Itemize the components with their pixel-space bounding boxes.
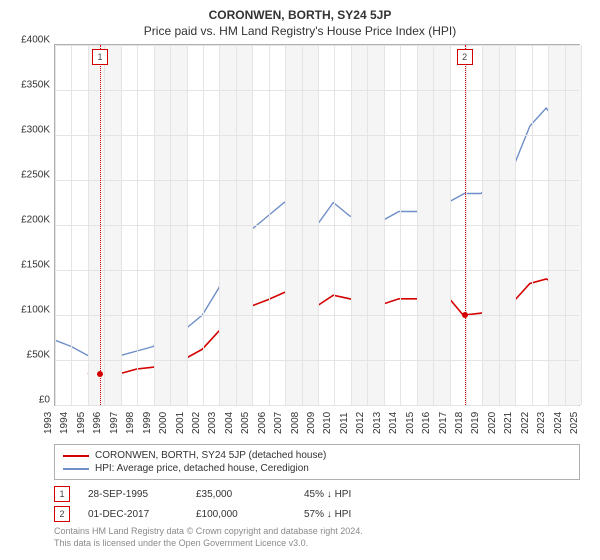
chart-title: CORONWEN, BORTH, SY24 5JP: [14, 8, 586, 22]
trade-date: 28-SEP-1995: [88, 489, 178, 500]
chart-plot-area: 12: [54, 44, 580, 406]
legend-swatch: [63, 455, 89, 457]
chart-subtitle: Price paid vs. HM Land Registry's House …: [14, 24, 586, 38]
trade-price: £35,000: [196, 489, 286, 500]
trade-delta: 45% ↓ HPI: [304, 489, 394, 500]
marker-box: 2: [457, 49, 473, 65]
trade-delta: 57% ↓ HPI: [304, 509, 394, 520]
trade-date: 01-DEC-2017: [88, 509, 178, 520]
legend-item: CORONWEN, BORTH, SY24 5JP (detached hous…: [63, 449, 571, 462]
legend-label: HPI: Average price, detached house, Cere…: [95, 463, 309, 474]
footer-line: Contains HM Land Registry data © Crown c…: [54, 526, 580, 538]
trade-marker-box: 2: [54, 506, 70, 522]
trade-marker-box: 1: [54, 486, 70, 502]
trade-row: 1 28-SEP-1995 £35,000 45% ↓ HPI: [54, 486, 580, 502]
footer-line: This data is licensed under the Open Gov…: [54, 538, 580, 550]
trade-row: 2 01-DEC-2017 £100,000 57% ↓ HPI: [54, 506, 580, 522]
legend-swatch: [63, 468, 89, 470]
legend: CORONWEN, BORTH, SY24 5JP (detached hous…: [54, 444, 580, 480]
y-axis-labels: £0£50K£100K£150K£200K£250K£300K£350K£400…: [0, 40, 50, 402]
x-axis-labels: 1993199419951996199719981999200020012002…: [54, 406, 580, 440]
footer-attribution: Contains HM Land Registry data © Crown c…: [54, 526, 580, 549]
marker-box: 1: [92, 49, 108, 65]
legend-item: HPI: Average price, detached house, Cere…: [63, 462, 571, 475]
legend-label: CORONWEN, BORTH, SY24 5JP (detached hous…: [95, 450, 326, 461]
trade-table: 1 28-SEP-1995 £35,000 45% ↓ HPI 2 01-DEC…: [54, 486, 580, 522]
trade-price: £100,000: [196, 509, 286, 520]
